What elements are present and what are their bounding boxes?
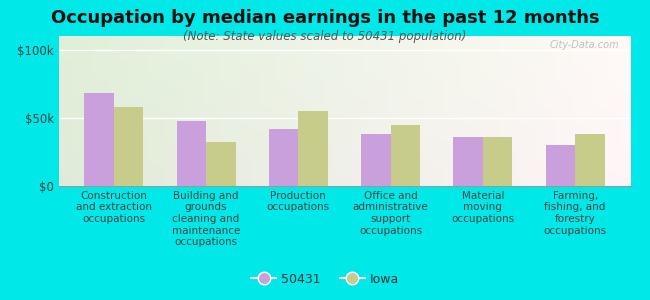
Bar — [177, 121, 206, 186]
Text: (Note: State values scaled to 50431 population): (Note: State values scaled to 50431 popu… — [183, 30, 467, 43]
Text: City-Data.com: City-Data.com — [549, 40, 619, 50]
Bar — [206, 142, 236, 186]
Bar — [298, 111, 328, 186]
Bar — [453, 137, 483, 186]
Bar — [361, 134, 391, 186]
Legend: 50431, Iowa: 50431, Iowa — [246, 268, 404, 291]
Bar — [483, 137, 512, 186]
Bar — [391, 124, 420, 186]
Bar — [84, 93, 114, 186]
Bar — [575, 134, 604, 186]
Bar — [114, 107, 144, 186]
Text: Occupation by median earnings in the past 12 months: Occupation by median earnings in the pas… — [51, 9, 599, 27]
Bar — [545, 145, 575, 186]
Bar — [269, 129, 298, 186]
